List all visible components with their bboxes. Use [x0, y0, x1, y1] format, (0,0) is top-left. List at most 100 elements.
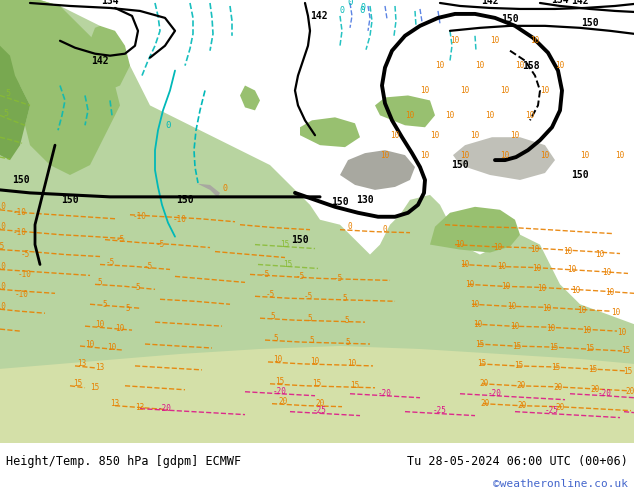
Text: 20: 20: [516, 381, 526, 390]
Text: -5: -5: [333, 274, 342, 283]
Text: 10: 10: [538, 284, 547, 293]
Text: -10: -10: [0, 222, 7, 231]
Text: 5: 5: [126, 304, 131, 313]
Text: -10: -10: [15, 290, 29, 299]
Text: 0: 0: [383, 225, 387, 234]
Text: 0: 0: [165, 121, 171, 130]
Text: 13: 13: [95, 364, 105, 372]
Text: 15: 15: [552, 364, 560, 372]
Text: 10: 10: [611, 308, 621, 317]
Text: 10: 10: [515, 61, 524, 70]
Text: 134: 134: [101, 0, 119, 6]
Text: 10: 10: [445, 111, 455, 120]
Text: 150: 150: [571, 170, 589, 180]
Polygon shape: [375, 96, 435, 127]
Text: 10: 10: [507, 302, 517, 311]
Text: -5: -5: [155, 240, 165, 249]
Text: 20: 20: [315, 399, 325, 408]
Text: -25: -25: [433, 406, 447, 415]
Text: 10: 10: [450, 36, 460, 45]
Text: Height/Temp. 850 hPa [gdpm] ECMWF: Height/Temp. 850 hPa [gdpm] ECMWF: [6, 455, 242, 467]
Text: 15: 15: [621, 346, 631, 355]
Text: 10: 10: [465, 280, 475, 289]
Text: -10: -10: [0, 302, 7, 311]
Text: 10: 10: [580, 150, 590, 160]
Text: 0: 0: [347, 222, 353, 231]
Text: 10: 10: [86, 340, 94, 348]
Text: -20: -20: [158, 404, 172, 413]
Text: 10: 10: [578, 306, 586, 315]
Polygon shape: [172, 183, 220, 203]
Text: 142: 142: [310, 11, 328, 21]
Text: -10: -10: [13, 208, 27, 217]
Polygon shape: [90, 26, 130, 91]
Text: 10: 10: [420, 150, 430, 160]
Text: Tu 28-05-2024 06:00 UTC (00+06): Tu 28-05-2024 06:00 UTC (00+06): [407, 455, 628, 467]
Text: 10: 10: [455, 240, 465, 249]
Text: 13: 13: [77, 359, 87, 368]
Text: 20: 20: [590, 385, 600, 394]
Text: 10: 10: [555, 61, 565, 70]
Polygon shape: [0, 0, 120, 175]
Polygon shape: [0, 0, 30, 160]
Text: 5: 5: [4, 109, 8, 118]
Text: 10: 10: [490, 36, 500, 45]
Text: 10: 10: [493, 243, 503, 252]
Text: -5: -5: [143, 262, 153, 271]
Text: 10: 10: [540, 86, 550, 95]
Text: -10: -10: [133, 212, 147, 221]
Text: -10: -10: [0, 262, 7, 271]
Polygon shape: [240, 86, 260, 110]
Text: 10: 10: [510, 321, 520, 331]
Text: 10: 10: [571, 286, 581, 295]
Text: 10: 10: [95, 319, 105, 329]
Text: 20: 20: [625, 387, 634, 396]
Text: 10: 10: [531, 245, 540, 254]
Text: 10: 10: [436, 61, 444, 70]
Text: 5: 5: [103, 300, 107, 309]
Text: 10: 10: [498, 262, 507, 271]
Text: 5: 5: [98, 278, 102, 287]
Text: 10: 10: [500, 86, 510, 95]
Polygon shape: [72, 46, 92, 75]
Text: 150: 150: [61, 195, 79, 205]
Text: -5: -5: [304, 292, 313, 301]
Text: 10: 10: [460, 86, 470, 95]
Text: 10: 10: [405, 111, 415, 120]
Text: 5: 5: [307, 314, 313, 323]
Text: 15: 15: [512, 342, 522, 350]
Text: -5: -5: [0, 242, 4, 251]
Text: 150: 150: [331, 197, 349, 207]
Text: -5: -5: [295, 272, 304, 281]
Text: 5: 5: [136, 283, 140, 292]
Text: 15: 15: [351, 381, 359, 390]
Text: 150: 150: [291, 235, 309, 245]
Text: 10: 10: [533, 264, 541, 273]
Text: 20: 20: [553, 383, 562, 392]
Polygon shape: [0, 346, 634, 443]
Text: 10: 10: [567, 265, 577, 274]
Text: 10: 10: [500, 150, 510, 160]
Text: 15: 15: [283, 260, 293, 269]
Text: 15: 15: [588, 366, 598, 374]
Text: 10: 10: [460, 260, 470, 269]
Text: -20: -20: [273, 387, 287, 396]
Text: 20: 20: [278, 397, 288, 406]
Polygon shape: [340, 150, 415, 190]
Text: 130: 130: [356, 195, 374, 205]
Text: 10: 10: [605, 288, 614, 297]
Text: 142: 142: [571, 0, 589, 6]
Text: 10: 10: [470, 131, 480, 140]
Text: -5: -5: [261, 270, 269, 279]
Text: 10: 10: [430, 131, 439, 140]
Text: -5: -5: [115, 235, 125, 244]
Text: 0: 0: [223, 184, 228, 193]
Polygon shape: [430, 207, 520, 252]
Text: -5: -5: [105, 258, 115, 267]
Text: 5: 5: [271, 312, 275, 320]
Text: 10: 10: [476, 61, 484, 70]
Text: 142: 142: [481, 0, 499, 6]
Text: 5: 5: [345, 316, 349, 325]
Text: 10: 10: [501, 282, 510, 291]
Text: 15: 15: [313, 379, 321, 388]
